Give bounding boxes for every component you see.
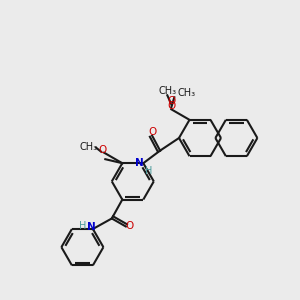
- Text: N: N: [135, 158, 144, 168]
- Text: CH₃: CH₃: [177, 88, 195, 98]
- Text: O: O: [167, 96, 176, 106]
- Text: O: O: [148, 127, 156, 136]
- Text: O: O: [126, 221, 134, 232]
- Text: N: N: [86, 222, 95, 232]
- Text: O: O: [167, 101, 176, 111]
- Text: H: H: [145, 166, 152, 176]
- Text: O: O: [98, 145, 106, 155]
- Text: H: H: [79, 221, 87, 231]
- Text: CH₃: CH₃: [79, 142, 97, 152]
- Text: CH₃: CH₃: [158, 86, 176, 96]
